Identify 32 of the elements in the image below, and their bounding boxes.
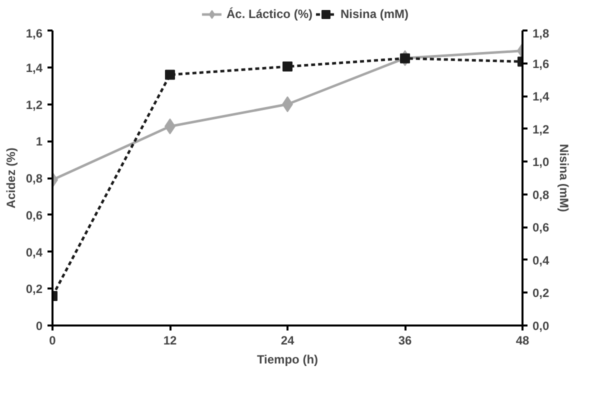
y2-tick-label: 1,4	[532, 90, 550, 104]
y-tick-label: 1,4	[26, 60, 43, 75]
point	[282, 62, 292, 72]
y2-axis-title: Nisina (mM)	[557, 144, 572, 212]
y-tick-label: 1,6	[26, 26, 43, 40]
y2-tick-label: 0,6	[532, 220, 550, 235]
y-tick-label: 0,4	[26, 245, 43, 260]
y2-tick-label: 0,4	[532, 253, 550, 268]
y2-tick-label: 0,8	[532, 188, 550, 202]
y2-tick-label: 0,2	[532, 286, 550, 300]
point	[165, 70, 175, 80]
y2-tick-label: 1,0	[532, 155, 550, 170]
x-tick-label: 48	[516, 334, 530, 348]
y-tick-label: 1,2	[26, 98, 43, 112]
legend-label: Ác. Láctico (%)	[226, 7, 312, 21]
y-axis-title: Acidez (%)	[4, 148, 18, 208]
x-axis-title: Tiempo (h)	[256, 352, 318, 366]
y2-tick-label: 1,8	[532, 26, 550, 40]
x-tick-label: 36	[398, 334, 412, 348]
x-tick-label: 12	[163, 334, 177, 348]
y-tick-label: 0,2	[26, 282, 43, 296]
y-tick-label: 0,8	[26, 172, 43, 186]
y2-tick-label: 1,6	[532, 56, 550, 71]
y2-tick-label: 1,2	[532, 122, 550, 136]
y2-tick-label: 0,0	[532, 319, 550, 333]
x-tick-label: 0	[49, 334, 56, 348]
x-tick-label: 24	[280, 334, 294, 348]
point	[400, 53, 410, 64]
y-tick-label: 0	[36, 319, 43, 333]
y-tick-label: 0,6	[26, 208, 43, 222]
y-tick-label: 1	[36, 134, 43, 149]
legend-label: Nisina (mM)	[340, 7, 409, 21]
